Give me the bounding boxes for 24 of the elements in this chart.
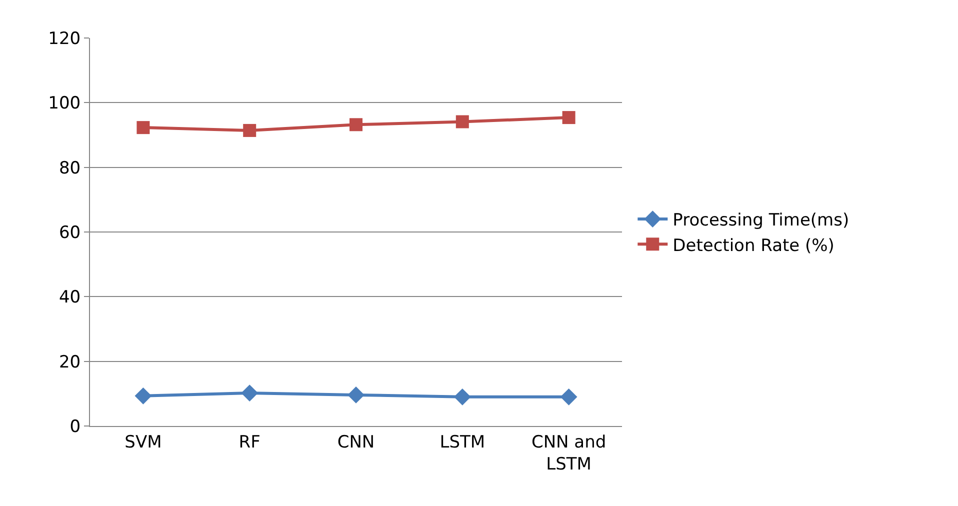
- point: [241, 384, 258, 402]
- x-tick-label: SVM: [124, 432, 162, 452]
- legend-label: Detection Rate (%): [672, 236, 834, 256]
- x-tick-label: CNN and LSTM: [531, 432, 606, 474]
- y-tick-label: 60: [58, 222, 81, 243]
- point: [134, 387, 152, 404]
- point: [454, 388, 471, 406]
- y-tick-label: 20: [58, 352, 81, 372]
- legend-label: Processing Time(ms): [672, 210, 850, 231]
- y-tick-label: 40: [58, 288, 81, 308]
- point: [136, 121, 150, 134]
- point: [560, 388, 578, 406]
- point: [350, 118, 362, 132]
- point: [562, 111, 576, 124]
- y-tick-label: 100: [48, 94, 81, 114]
- point: [243, 124, 256, 137]
- x-tick-label: LSTM: [440, 432, 486, 452]
- y-tick-label: 80: [58, 158, 81, 178]
- x-tick-label: CNN: [337, 432, 375, 452]
- y-tick-label: 0: [70, 416, 81, 437]
- x-tick-label: RF: [238, 432, 260, 452]
- point: [348, 386, 364, 404]
- point: [456, 115, 469, 128]
- y-tick-label: 120: [48, 28, 81, 49]
